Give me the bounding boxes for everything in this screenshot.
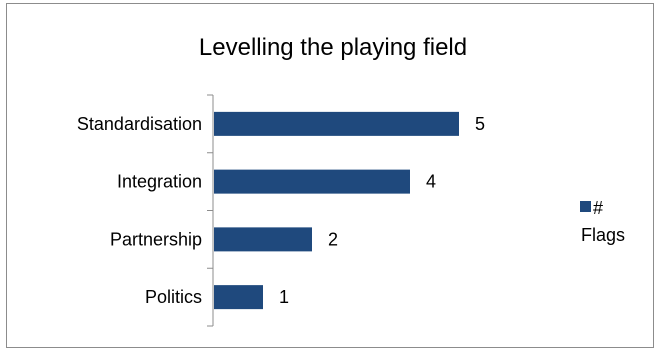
bar <box>214 111 459 136</box>
chart-title: Levelling the playing field <box>199 34 467 61</box>
category-label: Integration <box>117 172 202 192</box>
category-label: Politics <box>145 287 202 307</box>
category-label: Partnership <box>110 229 202 249</box>
data-label: 1 <box>279 287 289 307</box>
bar <box>214 285 263 310</box>
legend-swatch <box>580 201 591 212</box>
bar <box>214 169 410 194</box>
data-label: 5 <box>475 114 485 134</box>
legend: # Flags <box>580 198 625 245</box>
category-axis: Standardisation Integration Partnership Pol… <box>77 94 214 327</box>
legend-label-line1: # <box>593 198 603 218</box>
bars: 5 4 2 1 <box>214 111 485 310</box>
bar <box>214 227 312 252</box>
category-label: Standardisation <box>77 114 202 134</box>
data-label: 4 <box>426 172 436 192</box>
data-label: 2 <box>328 229 338 249</box>
legend-label-line2: Flags <box>581 225 625 245</box>
